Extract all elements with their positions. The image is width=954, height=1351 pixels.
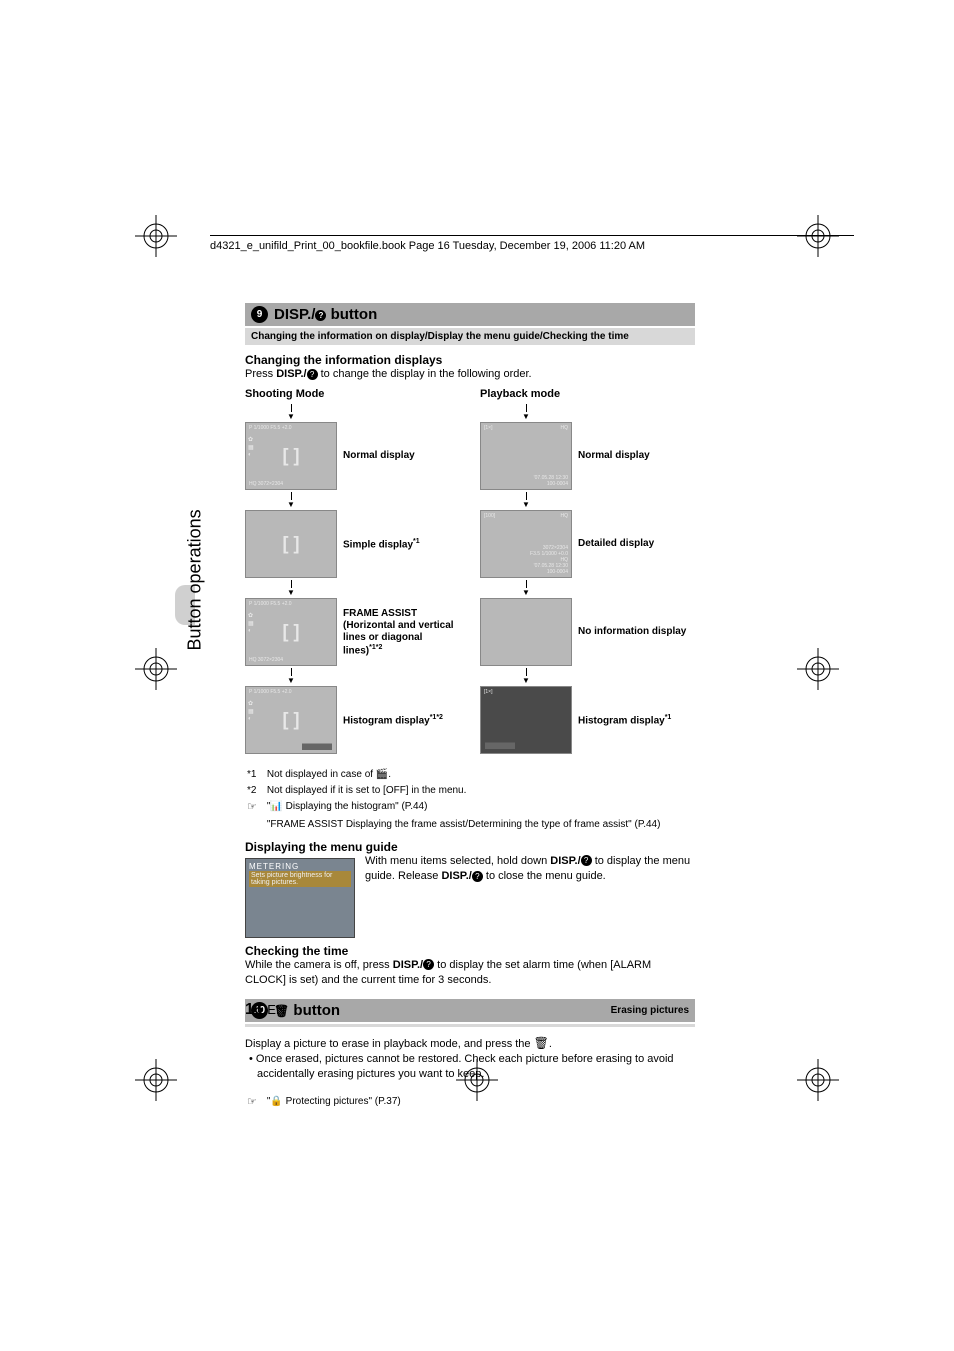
playback-detailed: [100]HQ 3072×2304 F3.5 1/1000 +0.0 HQ '0… bbox=[480, 510, 695, 578]
section-10-header: 10 🗑 button Erasing pictures bbox=[245, 999, 695, 1022]
arrow-down-icon bbox=[245, 668, 337, 685]
footnote-key: *1 bbox=[247, 768, 265, 782]
erasing-pictures-label: Erasing pictures bbox=[611, 1005, 689, 1016]
display-label: Normal display bbox=[578, 450, 695, 462]
disp-label: DISP./ bbox=[274, 306, 315, 323]
arrow-down-icon bbox=[245, 404, 337, 421]
footnote-ref: "FRAME ASSIST Displaying the frame assis… bbox=[267, 818, 669, 832]
playback-histogram: [1×] Histogram display*1 bbox=[480, 686, 695, 754]
press-instruction: Press DISP./? to change the display in t… bbox=[245, 367, 695, 382]
playback-noinfo: No information display bbox=[480, 598, 695, 666]
reg-mark-icon bbox=[797, 1059, 839, 1101]
arrow-down-icon bbox=[480, 580, 572, 597]
display-label: FRAME ASSIST (Horizontal and vertical li… bbox=[343, 608, 460, 657]
menu-box-title: METERING bbox=[249, 862, 351, 871]
arrow-down-icon bbox=[245, 492, 337, 509]
reg-mark-icon bbox=[135, 1059, 177, 1101]
arrow-down-icon bbox=[245, 580, 337, 597]
reg-mark-icon bbox=[797, 648, 839, 690]
page-body: 9 DISP./? button Changing the informatio… bbox=[245, 303, 695, 1112]
lcd-preview bbox=[480, 598, 572, 666]
sidebar-label: Button operations bbox=[185, 509, 206, 650]
section-9-subtitle: Changing the information on display/Disp… bbox=[245, 328, 695, 345]
shooting-mode-column: Shooting Mode P 1/1000 F5.5 +2.0 ✿▦◐ [ ]… bbox=[245, 388, 460, 756]
reg-mark-icon bbox=[135, 648, 177, 690]
erase-bullet: • Once erased, pictures cannot be restor… bbox=[245, 1052, 695, 1083]
lcd-preview: [1×] bbox=[480, 686, 572, 754]
lcd-preview: [1×]HQ '07.05.28 12:30 100-0004 bbox=[480, 422, 572, 490]
menu-box-text: Sets picture brightness for taking pictu… bbox=[249, 871, 351, 887]
checking-time-title: Checking the time bbox=[245, 944, 695, 958]
display-label: Normal display bbox=[343, 450, 460, 462]
reg-mark-icon bbox=[135, 215, 177, 257]
display-modes: Shooting Mode P 1/1000 F5.5 +2.0 ✿▦◐ [ ]… bbox=[245, 388, 695, 756]
checking-time-text: While the camera is off, press DISP./? t… bbox=[245, 958, 695, 989]
arrow-down-icon bbox=[480, 492, 572, 509]
footnote-key: *2 bbox=[247, 784, 265, 798]
help-icon: ? bbox=[315, 310, 326, 321]
help-icon: ? bbox=[581, 855, 592, 866]
display-label: Histogram display*1 bbox=[578, 714, 695, 727]
display-label: Histogram display*1*2 bbox=[343, 714, 460, 727]
pointer-icon: ☞ bbox=[247, 1095, 265, 1110]
trash-icon: 🗑 bbox=[534, 1036, 549, 1050]
help-icon: ? bbox=[472, 871, 483, 882]
arrow-down-icon bbox=[480, 668, 572, 685]
help-icon: ? bbox=[423, 959, 434, 970]
shooting-frame-assist: P 1/1000 F5.5 +2.0 ✿▦◐ [ ] HQ 3072×2304 … bbox=[245, 598, 460, 666]
lcd-preview: [ ] bbox=[245, 510, 337, 578]
footnotes: *1Not displayed in case of 🎬. *2Not disp… bbox=[245, 766, 670, 833]
playback-mode-title: Playback mode bbox=[480, 388, 695, 400]
menu-guide-preview: METERING Sets picture brightness for tak… bbox=[245, 858, 355, 938]
shooting-histogram: P 1/1000 F5.5 +2.0 ✿▦◐ [ ] Histogram dis… bbox=[245, 686, 460, 754]
playback-mode-column: Playback mode [1×]HQ '07.05.28 12:30 100… bbox=[480, 388, 695, 756]
display-label: No information display bbox=[578, 626, 695, 638]
menu-guide-row: METERING Sets picture brightness for tak… bbox=[245, 854, 695, 938]
erase-instruction: Display a picture to erase in playback m… bbox=[245, 1035, 695, 1052]
shooting-mode-title: Shooting Mode bbox=[245, 388, 460, 400]
erase-ref: ☞"🔒 Protecting pictures" (P.37) bbox=[245, 1093, 411, 1112]
display-label: Simple display*1 bbox=[343, 538, 460, 551]
shooting-normal: P 1/1000 F5.5 +2.0 ✿▦◐ [ ] HQ 3072×2304 … bbox=[245, 422, 460, 490]
section-number-icon: 9 bbox=[251, 306, 268, 323]
arrow-down-icon bbox=[480, 404, 572, 421]
footnote-ref: "📊 Displaying the histogram" (P.44) bbox=[267, 800, 669, 815]
print-header: d4321_e_unifild_Print_00_bookfile.book P… bbox=[210, 235, 854, 252]
menu-guide-title: Displaying the menu guide bbox=[245, 840, 695, 854]
playback-normal: [1×]HQ '07.05.28 12:30 100-0004 Normal d… bbox=[480, 422, 695, 490]
page-number: 16 EN bbox=[245, 1001, 285, 1019]
button-word: button bbox=[326, 306, 377, 323]
section-9-title: DISP./? button bbox=[274, 306, 377, 323]
pointer-icon: ☞ bbox=[247, 800, 265, 815]
shooting-simple: [ ] Simple display*1 bbox=[245, 510, 460, 578]
footnote-ref: "🔒 Protecting pictures" (P.37) bbox=[267, 1095, 409, 1110]
lcd-preview: P 1/1000 F5.5 +2.0 ✿▦◐ [ ] HQ 3072×2304 bbox=[245, 422, 337, 490]
movie-icon: 🎬 bbox=[376, 769, 388, 780]
display-label: Detailed display bbox=[578, 538, 695, 550]
lcd-preview: P 1/1000 F5.5 +2.0 ✿▦◐ [ ] bbox=[245, 686, 337, 754]
footnote-1: Not displayed in case of 🎬. bbox=[267, 768, 669, 782]
section-9-header: 9 DISP./? button bbox=[245, 303, 695, 326]
section-underline bbox=[245, 1024, 695, 1027]
lcd-preview: P 1/1000 F5.5 +2.0 ✿▦◐ [ ] HQ 3072×2304 bbox=[245, 598, 337, 666]
changing-info-title: Changing the information displays bbox=[245, 353, 695, 367]
lcd-preview: [100]HQ 3072×2304 F3.5 1/1000 +0.0 HQ '0… bbox=[480, 510, 572, 578]
footnote-2: Not displayed if it is set to [OFF] in t… bbox=[267, 784, 669, 798]
help-icon: ? bbox=[307, 369, 318, 380]
